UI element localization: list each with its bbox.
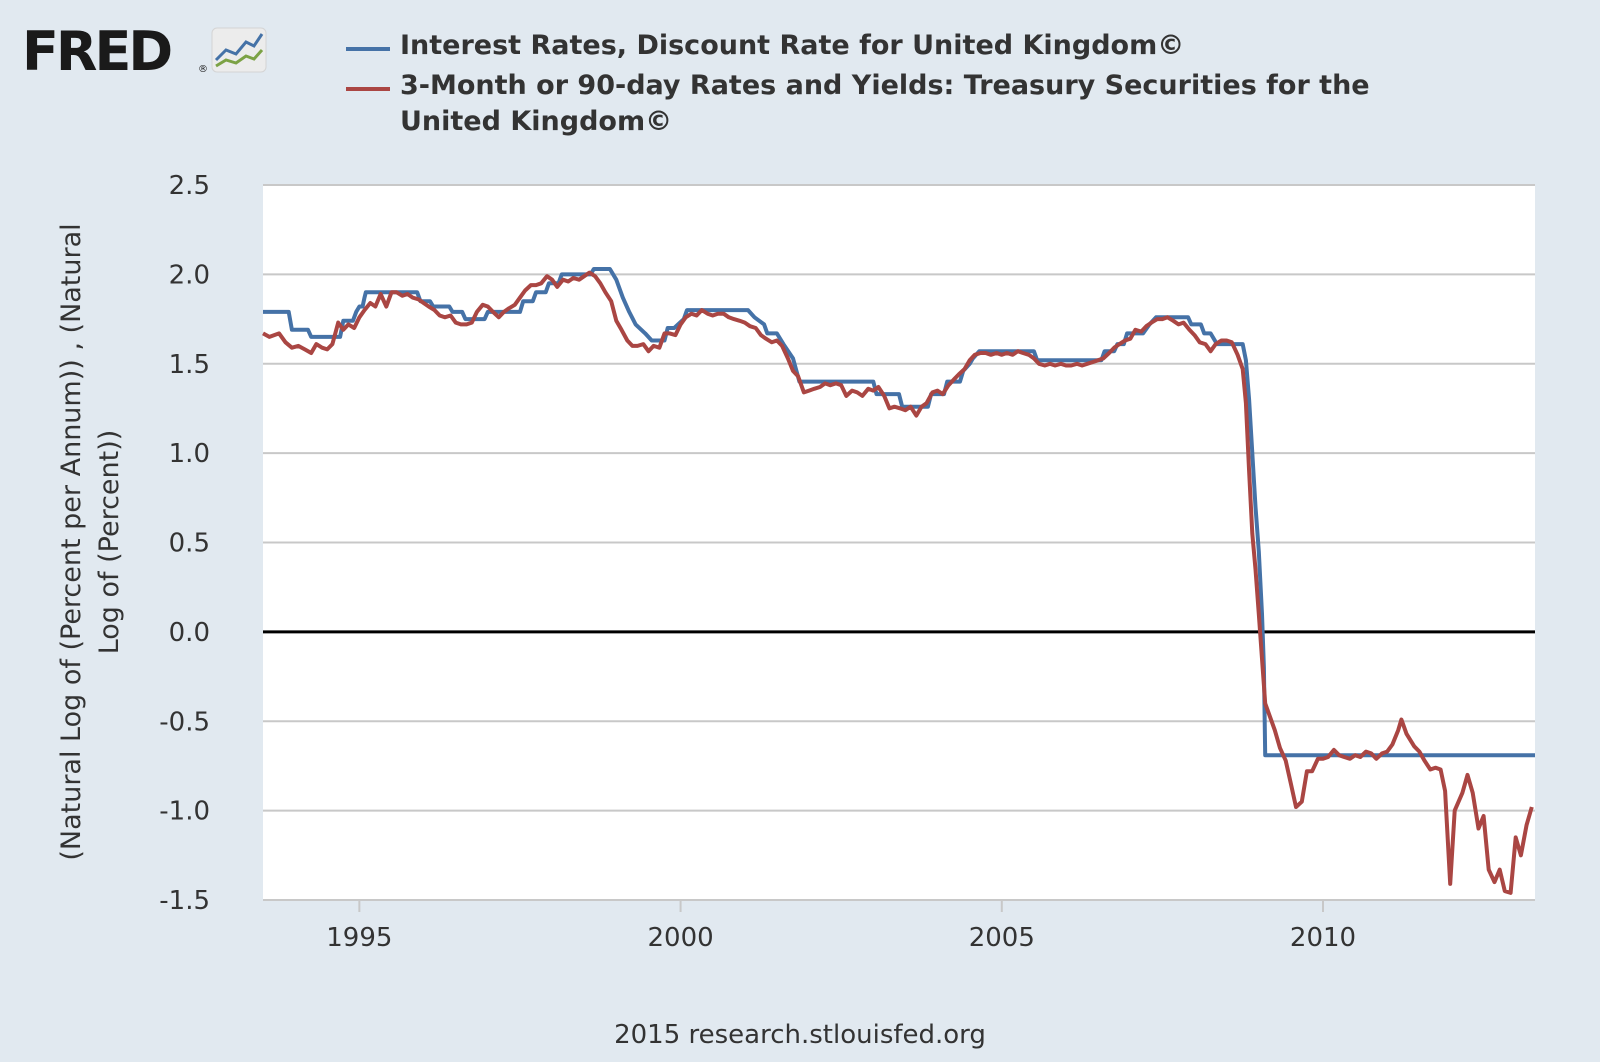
x-tick-label: 2005 (969, 923, 1035, 953)
series-layer (262, 267, 1535, 895)
legend-swatch-red (346, 87, 390, 91)
chart-legend: Interest Rates, Discount Rate for United… (346, 28, 1460, 144)
y-axis-title: (Natural Log of (Percent per Annum)) , (… (56, 223, 125, 860)
legend-label-discount-rate: Interest Rates, Discount Rate for United… (400, 30, 1185, 61)
x-tick-label: 1995 (326, 923, 392, 953)
registered-mark: ® (198, 64, 208, 75)
y-tick-label: -1.5 (159, 886, 210, 916)
series-discount-rate-line (263, 267, 1535, 758)
legend-item-discount-rate[interactable]: Interest Rates, Discount Rate for United… (346, 28, 1460, 64)
footer-credit: 2015 research.stlouisfed.org (614, 1020, 986, 1050)
x-axis: 1995 2000 2005 2010 (263, 899, 1535, 953)
x-tick-label: 2010 (1290, 923, 1356, 953)
y-tick-label: 1.5 (169, 350, 210, 380)
y-tick-label: -1.0 (159, 797, 210, 827)
y-tick-label: 2.5 (169, 171, 210, 201)
y-axis-label: (Natural Log of (Percent per Annum)) , (… (56, 223, 125, 860)
fred-logo[interactable]: FRED ® (22, 22, 282, 82)
y-axis-title-line: Log of (Percent)) (94, 430, 125, 655)
legend-label-treasury: 3-Month or 90-day Rates and Yields: Trea… (400, 70, 1370, 137)
legend-swatch-blue (346, 47, 390, 51)
logo-text: FRED (22, 22, 170, 82)
y-tick-label: 2.0 (169, 260, 210, 290)
y-tick-label: 0.0 (169, 618, 210, 648)
y-tick-label: 1.0 (169, 439, 210, 469)
line-chart-icon (211, 27, 267, 73)
y-tick-label: 0.5 (169, 529, 210, 559)
legend-item-treasury[interactable]: 3-Month or 90-day Rates and Yields: Trea… (346, 68, 1460, 140)
x-tick-label: 2000 (647, 923, 713, 953)
y-axis-title-line: (Natural Log of (Percent per Annum)) , (… (56, 223, 87, 860)
series-treasury-line (262, 270, 1534, 895)
y-axis: 2.5 2.0 1.5 1.0 0.5 0.0 -0.5 -1.0 -1.5 (159, 171, 210, 916)
y-tick-label: -0.5 (159, 707, 210, 737)
